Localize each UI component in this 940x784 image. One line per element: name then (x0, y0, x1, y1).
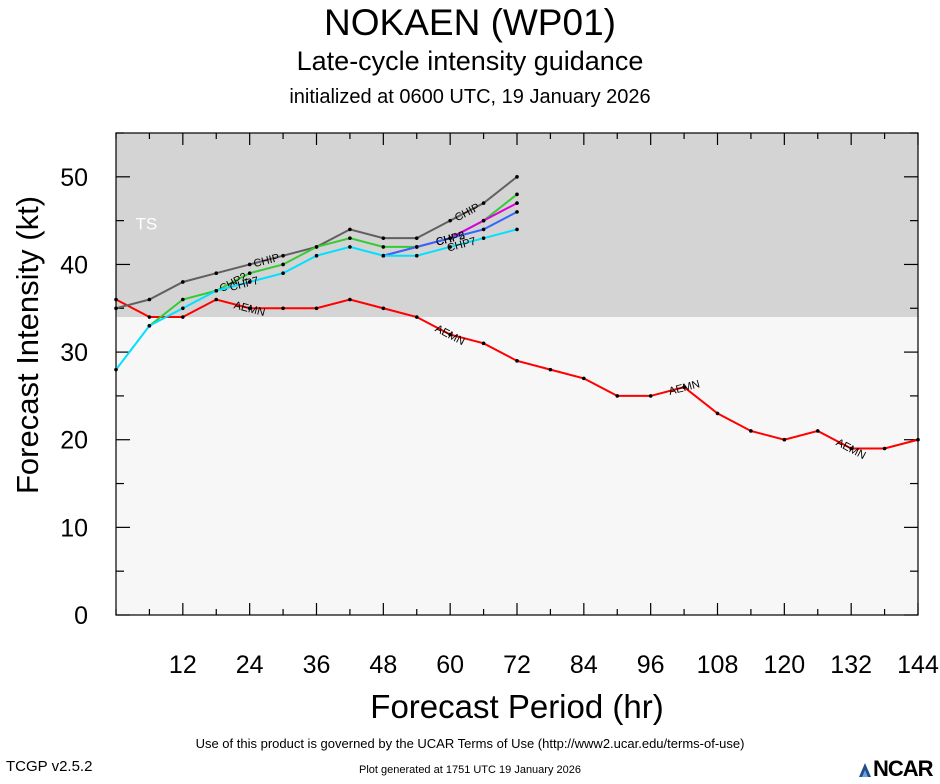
data-point (515, 201, 519, 205)
version-label: TCGP v2.5.2 (6, 758, 93, 775)
data-point (348, 245, 352, 249)
y-tick-label: 40 (60, 251, 88, 279)
y-tick-label: 50 (60, 164, 88, 192)
data-point (481, 236, 486, 240)
data-point (214, 297, 219, 302)
data-point (515, 359, 519, 363)
data-point (147, 315, 152, 319)
data-point (247, 306, 252, 311)
x-tick-label: 132 (830, 651, 872, 679)
data-point (147, 324, 152, 328)
x-axis-label: Forecast Period (hr) (370, 688, 664, 725)
data-point (181, 315, 185, 319)
chart-subtitle: Late-cycle intensity guidance (296, 46, 644, 76)
terms-of-use-text: Use of this product is governed by the U… (195, 736, 745, 751)
x-tick-label: 120 (763, 651, 805, 679)
data-point (849, 446, 853, 451)
data-point (515, 227, 519, 232)
data-point (348, 297, 352, 302)
ncar-logo-text: NCAR (873, 756, 934, 781)
x-tick-label: 60 (436, 651, 464, 679)
data-point (281, 262, 285, 267)
data-point (114, 367, 118, 372)
data-point (515, 192, 519, 197)
x-tick-label: 84 (570, 651, 598, 679)
data-point (782, 437, 787, 442)
data-point (414, 236, 419, 240)
data-point (247, 271, 252, 276)
data-point (916, 437, 920, 442)
x-tick-label: 96 (637, 651, 665, 679)
data-point (381, 245, 386, 249)
intensity-band (116, 133, 918, 318)
data-point (414, 253, 419, 258)
data-point (448, 236, 452, 240)
x-tick-label: 12 (169, 651, 197, 679)
x-tick-label: 24 (236, 651, 264, 679)
data-point (448, 218, 452, 223)
data-point (181, 306, 185, 311)
data-point (648, 394, 653, 398)
data-point (515, 210, 519, 214)
data-point (481, 201, 486, 205)
data-point (314, 253, 319, 258)
ncar-logo: NCAR (858, 756, 934, 782)
data-point (414, 245, 419, 249)
data-point (715, 411, 720, 416)
data-point (114, 306, 118, 311)
data-point (515, 175, 519, 179)
data-point (147, 297, 152, 302)
data-point (481, 218, 486, 223)
data-point (615, 394, 620, 398)
data-point (281, 306, 285, 311)
data-point (749, 429, 753, 433)
data-point (114, 297, 118, 302)
ncar-logo-icon (858, 758, 872, 777)
data-point (314, 306, 319, 311)
init-time: initialized at 0600 UTC, 19 January 2026 (289, 86, 651, 108)
data-point (815, 429, 820, 433)
band-label: TS (135, 214, 157, 233)
data-point (381, 306, 386, 311)
y-tick-label: 30 (60, 339, 88, 367)
data-point (247, 280, 252, 284)
x-tick-label: 108 (697, 651, 739, 679)
x-tick-label: 48 (369, 651, 397, 679)
data-point (214, 288, 219, 293)
y-axis-label: Forecast Intensity (kt) (10, 195, 45, 495)
data-point (348, 236, 352, 240)
data-point (381, 236, 386, 240)
data-point (448, 245, 452, 249)
storm-title: NOKAEN (WP01) (324, 2, 616, 43)
data-point (448, 332, 452, 337)
data-point (281, 271, 285, 276)
data-point (481, 341, 486, 346)
data-point (381, 253, 386, 258)
data-point (281, 253, 285, 258)
intensity-band (116, 317, 918, 615)
data-point (548, 367, 553, 372)
data-point (181, 280, 185, 284)
data-point (348, 227, 352, 232)
x-tick-label: 144 (897, 651, 939, 679)
data-point (682, 385, 686, 389)
data-point (214, 271, 219, 276)
x-tick-label: 36 (303, 651, 331, 679)
data-point (181, 297, 185, 302)
data-point (314, 245, 319, 249)
data-point (481, 227, 486, 232)
y-tick-label: 10 (60, 514, 88, 542)
data-point (582, 376, 586, 381)
data-point (247, 262, 252, 267)
data-point (414, 315, 419, 319)
x-tick-label: 72 (503, 651, 531, 679)
data-point (882, 446, 887, 451)
y-tick-label: 0 (74, 602, 88, 630)
generated-timestamp: Plot generated at 1751 UTC 19 January 20… (359, 764, 581, 776)
y-tick-label: 20 (60, 427, 88, 455)
